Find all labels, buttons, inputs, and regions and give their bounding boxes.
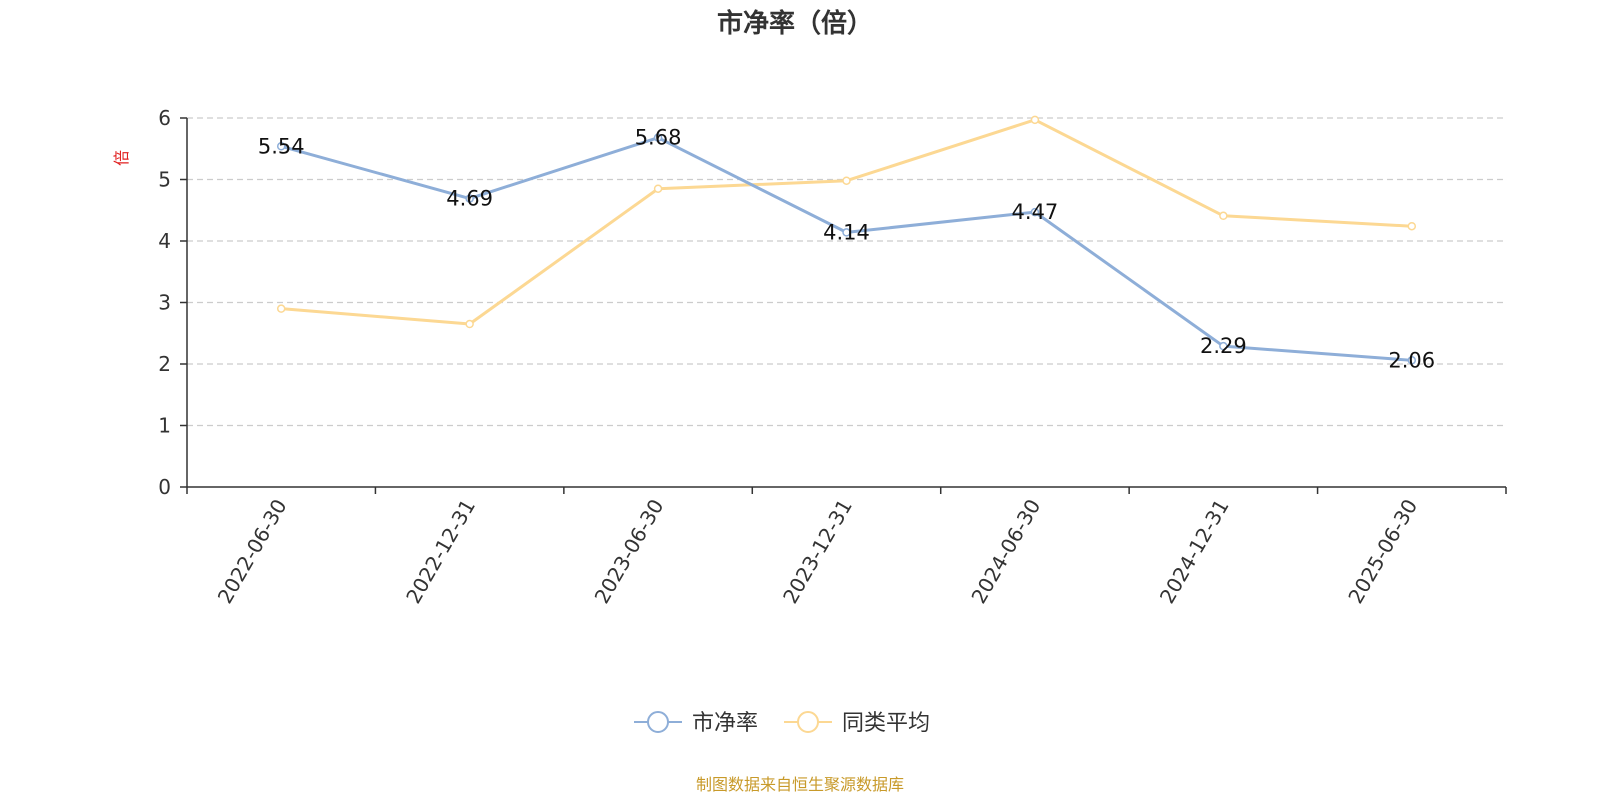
data-point (842, 228, 851, 237)
y-tick-label: 2 (158, 352, 171, 376)
x-tick-label: 2023-06-30 (590, 495, 669, 608)
data-label: 5.54 (258, 134, 305, 158)
x-tick-label: 2024-12-31 (1155, 495, 1234, 608)
y-tick-label: 6 (158, 106, 171, 130)
data-label: 2.29 (1200, 334, 1247, 358)
data-point (276, 142, 286, 151)
data-point (465, 319, 474, 329)
legend-label: 市净率 (692, 711, 758, 736)
data-point (1219, 211, 1228, 221)
y-tick-label: 1 (158, 414, 171, 438)
data-label: 5.68 (635, 126, 682, 150)
data-point (653, 184, 663, 193)
legend-marker (647, 711, 669, 733)
data-point (653, 133, 663, 142)
series-lines (276, 115, 1417, 365)
data-label: 4.47 (1012, 200, 1059, 224)
y-axis-unit-label: 倍 (112, 150, 131, 166)
x-tick-label: 2024-06-30 (966, 495, 1045, 608)
x-tick-label: 2023-12-31 (778, 495, 857, 608)
data-labels: 5.54 4.69 5.68 4.14 4.47 2.29 2.06 (258, 126, 1435, 373)
data-label: 4.14 (823, 220, 870, 244)
x-tick-label: 2022-12-31 (401, 495, 480, 608)
data-point (842, 176, 851, 185)
series-line (280, 136, 1412, 362)
x-tick-label: 2025-06-30 (1343, 495, 1422, 608)
chart-title: 市净率（倍） (717, 8, 873, 39)
data-point (1407, 221, 1417, 231)
data-point (1219, 341, 1228, 351)
x-tick-label: 2022-06-30 (213, 495, 292, 608)
data-label: 2.06 (1388, 348, 1435, 372)
grid-lines (187, 117, 1506, 427)
data-point (1030, 115, 1040, 125)
data-point (465, 194, 474, 203)
data-label: 4.69 (446, 187, 493, 211)
legend-marker (797, 711, 819, 733)
data-point (1030, 207, 1040, 217)
data-point (1407, 356, 1417, 365)
legend-label: 同类平均 (842, 711, 930, 736)
data-point (276, 304, 286, 313)
y-tick-label: 3 (158, 291, 171, 315)
y-tick-label: 0 (158, 475, 171, 499)
legend: 市净率 同类平均 (634, 711, 930, 736)
y-tick-label: 4 (158, 229, 171, 253)
source-note: 制图数据来自恒生聚源数据库 (696, 775, 904, 794)
y-tick-label: 5 (158, 168, 171, 192)
